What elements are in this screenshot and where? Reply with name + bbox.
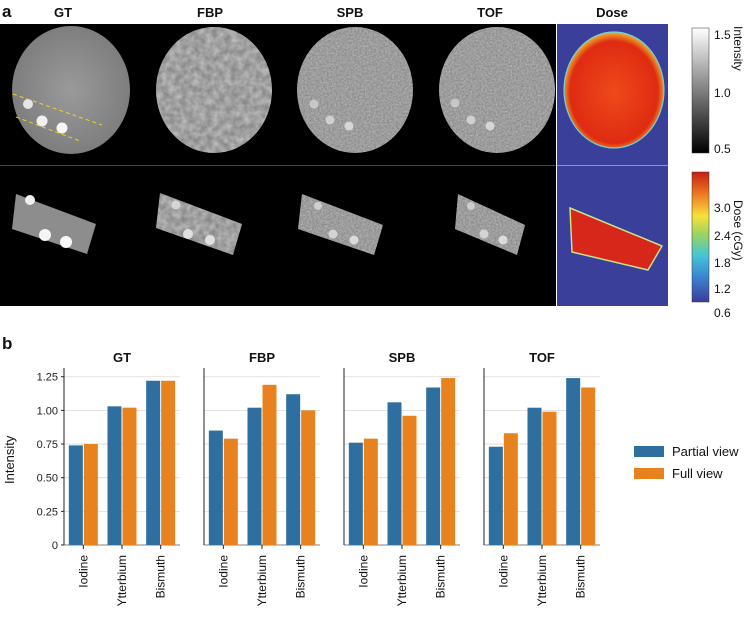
- bar-tof-bismuth-partial-view: [566, 378, 581, 545]
- panel-b-label: b: [2, 334, 13, 353]
- x-tick-label-tof-ytterbium: Ytterbium: [535, 555, 549, 606]
- y-tick-label-1: 0.25: [37, 506, 58, 518]
- y-tick-label-5: 1.25: [37, 372, 58, 384]
- dose-bar-label: Dose (cGy): [731, 200, 745, 261]
- bar-spb-bismuth-partial-view: [426, 387, 441, 545]
- bar-gt-bismuth-partial-view: [146, 380, 161, 545]
- x-tick-label-spb-bismuth: Bismuth: [434, 555, 448, 598]
- dose-colorbar: [691, 171, 710, 303]
- bar-fbp-iodine-partial-view: [208, 430, 223, 545]
- legend-label-full: Full view: [672, 465, 723, 481]
- panel-a-label: a: [2, 2, 12, 21]
- col-title-fbp: FBP: [197, 5, 223, 20]
- bar-fbp-ytterbium-partial-view: [247, 407, 262, 545]
- y-tick-label-2: 0.50: [37, 473, 58, 485]
- x-tick-label-gt-iodine: Iodine: [76, 555, 90, 588]
- bar-spb-ytterbium-partial-view: [387, 402, 402, 545]
- x-tick-label-fbp-ytterbium: Ytterbium: [255, 555, 269, 606]
- col-title-gt: GT: [53, 5, 73, 20]
- bar-tof-iodine-full-view: [503, 433, 518, 545]
- x-tick-label-fbp-bismuth: Bismuth: [294, 555, 308, 598]
- bar-spb-iodine-partial-view: [348, 442, 363, 545]
- dose-tick-2.4: 2.4: [714, 229, 731, 243]
- intensity-bar-label: Intensity: [731, 26, 745, 71]
- legend-swatch-partial: [634, 445, 664, 457]
- x-tick-label-tof-bismuth: Bismuth: [574, 555, 588, 598]
- dose-full-map: [563, 31, 665, 149]
- bar-charts: 0 0.25 0.50 0.75 1.00 1.25 GT Iodine Ytterbium Bi…: [37, 350, 600, 606]
- bar-fbp-ytterbium-full-view: [262, 384, 277, 545]
- intensity-tick-1.0: 1.0: [714, 86, 731, 100]
- bar-gt-bismuth-full-view: [161, 380, 176, 545]
- bar-tof-ytterbium-full-view: [542, 411, 557, 545]
- bar-tof-ytterbium-partial-view: [527, 407, 542, 545]
- gt-full-phantom: [12, 26, 130, 154]
- x-tick-label-gt-bismuth: Bismuth: [154, 555, 168, 598]
- dose-tick-0.6: 0.6: [714, 306, 731, 320]
- chart-title-gt: GT: [113, 350, 131, 365]
- bar-tof-iodine-partial-view: [488, 446, 503, 545]
- y-tick-label-3: 0.75: [37, 439, 58, 451]
- bar-gt-ytterbium-partial-view: [107, 406, 122, 545]
- bar-spb-bismuth-full-view: [441, 378, 456, 545]
- x-tick-label-fbp-iodine: Iodine: [216, 555, 230, 588]
- bar-fbp-bismuth-full-view: [301, 410, 316, 545]
- bar-tof-bismuth-full-view: [581, 387, 596, 545]
- tof-full-phantom: [439, 27, 555, 153]
- tof-partial-strip: [455, 194, 525, 255]
- dose-tick-3.0: 3.0: [714, 201, 731, 215]
- gt-partial-strip: [12, 194, 96, 254]
- spb-full-phantom: [297, 27, 413, 153]
- bar-spb-iodine-full-view: [363, 438, 378, 545]
- legend-label-partial: Partial view: [672, 443, 739, 459]
- y-tick-label-0: 0: [52, 540, 58, 552]
- col-title-spb: SPB: [336, 5, 364, 20]
- bar-gt-ytterbium-full-view: [122, 407, 137, 545]
- col-title-tof: TOF: [477, 5, 503, 20]
- intensity-colorbar: [691, 27, 710, 154]
- spb-partial-strip: [298, 194, 383, 255]
- col-title-dose: Dose: [596, 5, 628, 20]
- x-tick-label-spb-ytterbium: Ytterbium: [395, 555, 409, 606]
- legend-item-full: Full view: [634, 462, 738, 484]
- fbp-partial-strip: [156, 193, 242, 255]
- chart-title-tof: TOF: [529, 350, 555, 365]
- bar-gt-iodine-full-view: [83, 444, 98, 545]
- bar-fbp-bismuth-partial-view: [286, 394, 301, 545]
- y-tick-label-4: 1.00: [37, 405, 58, 417]
- x-tick-label-gt-ytterbium: Ytterbium: [115, 555, 129, 606]
- dose-partial-map: [569, 206, 664, 271]
- x-tick-label-tof-iodine: Iodine: [496, 555, 510, 588]
- intensity-tick-1.5: 1.5: [714, 28, 731, 42]
- dose-tick-1.8: 1.8: [714, 256, 731, 270]
- bar-spb-ytterbium-full-view: [402, 415, 417, 545]
- bar-gt-iodine-partial-view: [68, 445, 83, 545]
- fbp-full-phantom: [156, 27, 272, 153]
- legend: Partial view Full view: [634, 440, 738, 484]
- legend-swatch-full: [634, 467, 664, 479]
- intensity-tick-0.5: 0.5: [714, 142, 731, 156]
- x-tick-label-spb-iodine: Iodine: [356, 555, 370, 588]
- dose-tick-1.2: 1.2: [714, 282, 731, 296]
- legend-item-partial: Partial view: [634, 440, 738, 462]
- bar-fbp-iodine-full-view: [223, 438, 238, 545]
- image-grid: [0, 24, 710, 306]
- chart-title-fbp: FBP: [249, 350, 275, 365]
- chart-title-spb: SPB: [389, 350, 416, 365]
